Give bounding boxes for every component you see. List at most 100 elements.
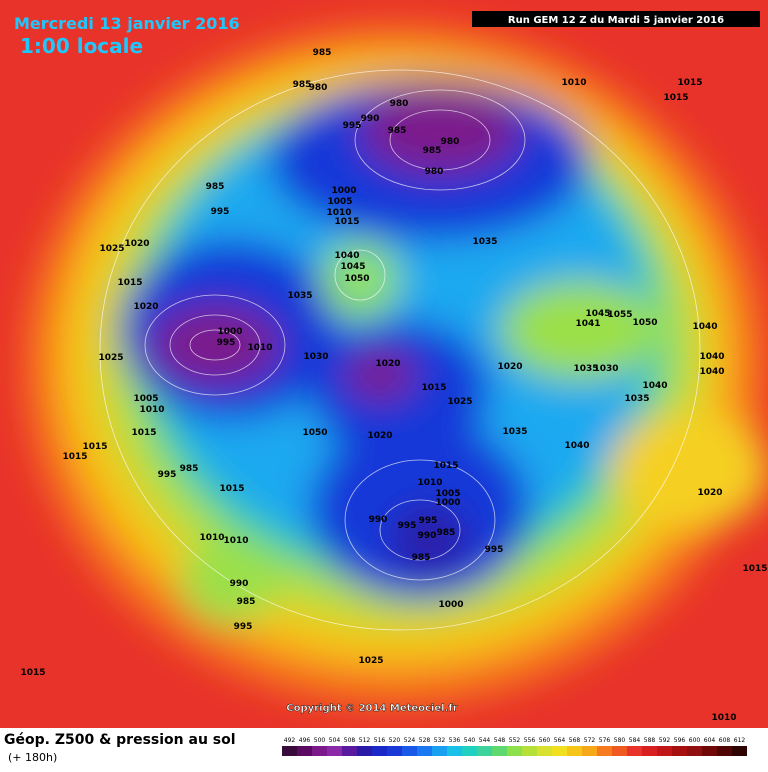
isobar-label: 985 (293, 80, 312, 90)
isobar-label: 980 (390, 99, 409, 109)
colorbar-swatch (522, 746, 537, 756)
isobar-label: 1030 (593, 364, 618, 374)
colorbar: 492 496 500 504 508 512 516 520 524 528 532 536 540 5… (282, 737, 747, 756)
colorbar-tick-label: 612 (734, 737, 746, 744)
colorbar-swatch (582, 746, 597, 756)
isobar-label: 1020 (697, 488, 722, 498)
isobar-label: 1015 (20, 668, 45, 678)
colorbar-swatch (552, 746, 567, 756)
colorbar-tick-label: 568 (569, 737, 581, 744)
colorbar-tick-label: 528 (419, 737, 431, 744)
isobar-label: 1015 (663, 93, 688, 103)
isobar-label: 990 (230, 579, 249, 589)
isobar-label: 1010 (711, 713, 736, 723)
isobar-label: 1010 (139, 405, 164, 415)
isobar-label: 1040 (334, 251, 359, 261)
isobar-label: 995 (419, 516, 438, 526)
colorbar-tick-label: 520 (389, 737, 401, 744)
colorbar-swatch (657, 746, 672, 756)
isobar-label: 1020 (367, 431, 392, 441)
copyright: Copyright © 2014 Meteociel.fr (286, 703, 457, 714)
isobar-label: 1050 (344, 274, 369, 284)
isobar-label: 1035 (573, 364, 598, 374)
isobar-label: 1040 (564, 441, 589, 451)
colorbar-tick-label: 492 (284, 737, 296, 744)
isobar-label: 1015 (82, 442, 107, 452)
colorbar-tick-label: 532 (434, 737, 446, 744)
colorbar-tick-label: 516 (374, 737, 386, 744)
isobar-label: 1055 (607, 310, 632, 320)
colorbar-swatch (702, 746, 717, 756)
isobar-label: 1010 (247, 343, 272, 353)
isobar-label: 985 (423, 146, 442, 156)
colorbar-swatch (447, 746, 462, 756)
colorbar-swatch (642, 746, 657, 756)
colorbar-swatch (717, 746, 732, 756)
colorbar-swatch (312, 746, 327, 756)
isobar-label: 980 (425, 167, 444, 177)
isobar-label: 1010 (326, 208, 351, 218)
colorbar-tick-label: 560 (539, 737, 551, 744)
isobar-label: 1015 (433, 461, 458, 471)
colorbar-tick-label: 552 (509, 737, 521, 744)
isobar-label: 1015 (131, 428, 156, 438)
colorbar-swatch (402, 746, 417, 756)
colorbar-tick-label: 524 (404, 737, 416, 744)
colorbar-tick-label: 588 (644, 737, 656, 744)
isobar-label: 985 (437, 528, 456, 538)
colorbar-tick-label: 548 (494, 737, 506, 744)
isobar-label: 1020 (375, 359, 400, 369)
isobar-label: 1010 (417, 478, 442, 488)
isobar-label: 1025 (98, 353, 123, 363)
isobar-label: 995 (211, 207, 230, 217)
isobar-label: 985 (412, 553, 431, 563)
colorbar-swatch (537, 746, 552, 756)
isobar-label: 1020 (497, 362, 522, 372)
isobar-label: 1050 (632, 318, 657, 328)
colorbar-tick-label: 608 (719, 737, 731, 744)
isobar-label: 1050 (302, 428, 327, 438)
colorbar-swatch (627, 746, 642, 756)
colorbar-swatch (492, 746, 507, 756)
isobar-label: 1025 (99, 244, 124, 254)
colorbar-tick-label: 504 (329, 737, 341, 744)
colorbar-swatch (297, 746, 312, 756)
isobar-label: 1025 (358, 656, 383, 666)
date: Mercredi 13 janvier 2016 (14, 14, 240, 33)
isobar-label: 1025 (447, 397, 472, 407)
isobar-label: 990 (418, 531, 437, 541)
isobar-label: 995 (343, 121, 362, 131)
isobar-label: 1020 (133, 302, 158, 312)
colorbar-swatch (342, 746, 357, 756)
isobar-label: 1035 (472, 237, 497, 247)
map-field (0, 0, 768, 728)
colorbar-tick-label: 600 (689, 737, 701, 744)
isobar-label: 985 (180, 464, 199, 474)
isobar-label: 1010 (199, 533, 224, 543)
isobar-label: 1000 (438, 600, 463, 610)
run-box (472, 11, 760, 27)
isobar-label: 1040 (692, 322, 717, 332)
colorbar-tick-label: 572 (584, 737, 596, 744)
isobar-label: 1000 (217, 327, 242, 337)
time: 1:00 locale (20, 34, 143, 58)
colorbar-swatch (732, 746, 747, 756)
colorbar-swatch (417, 746, 432, 756)
colorbar-tick-label: 496 (299, 737, 311, 744)
colorbar-swatch (672, 746, 687, 756)
isobar-label: 980 (309, 83, 328, 93)
colorbar-swatch (372, 746, 387, 756)
colorbar-tick-label: 580 (614, 737, 626, 744)
isobar-label: 995 (234, 622, 253, 632)
isobar-label: 985 (388, 126, 407, 136)
isobar-label: 1015 (62, 452, 87, 462)
isobar-label: 1015 (421, 383, 446, 393)
isobar-label: 995 (217, 338, 236, 348)
colorbar-tick-label: 544 (479, 737, 491, 744)
isobar-label: 1035 (502, 427, 527, 437)
colorbar-tick-label: 540 (464, 737, 476, 744)
isobar-label: 1015 (677, 78, 702, 88)
isobar-label: 1010 (561, 78, 586, 88)
